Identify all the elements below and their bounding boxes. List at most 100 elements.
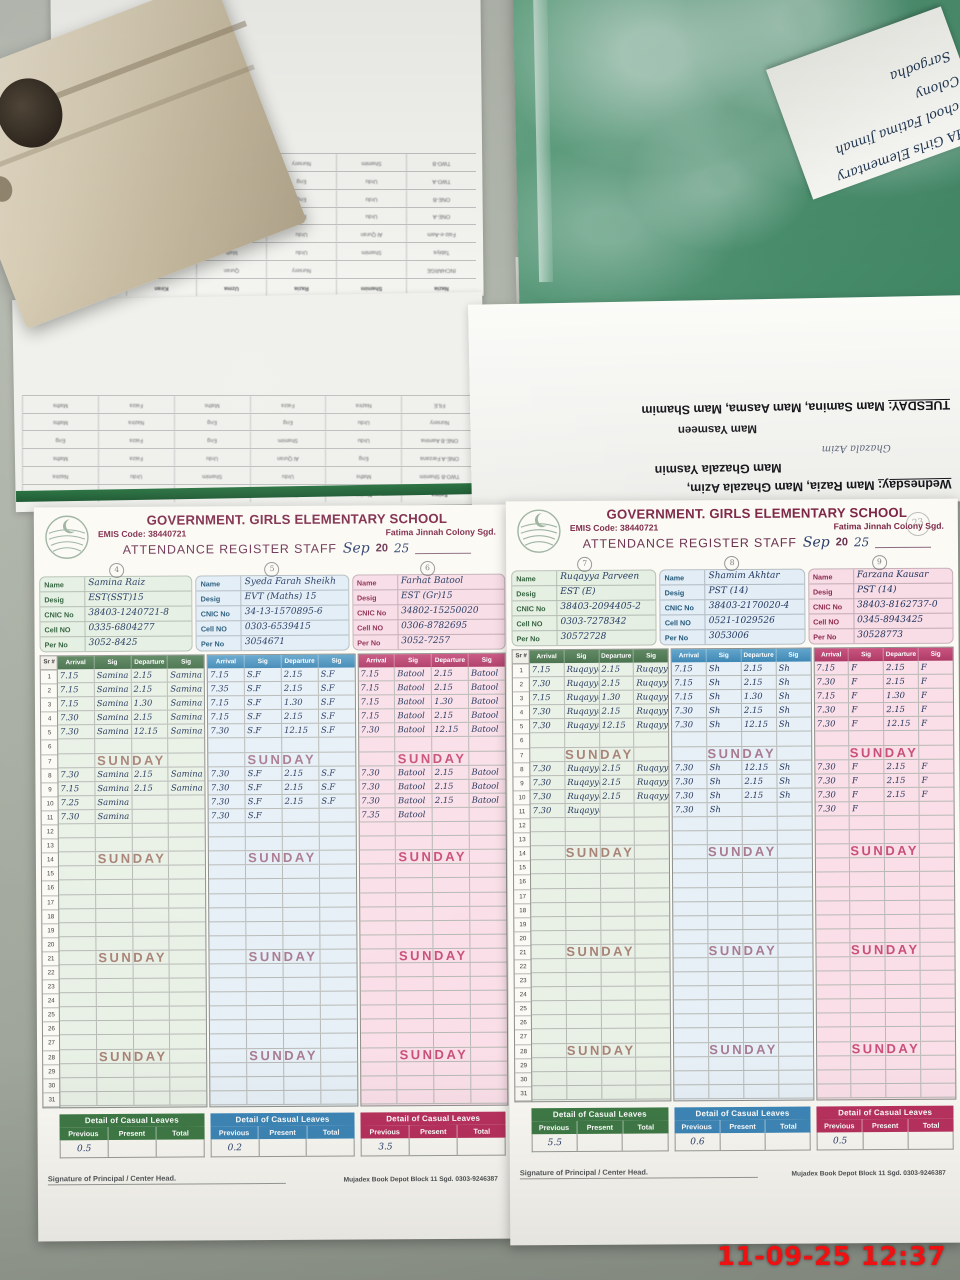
attendance-cell-arrival[interactable] <box>60 1077 98 1092</box>
attendance-row[interactable]: 7.15 Samina 2.15 Samina <box>57 682 205 698</box>
attendance-cell-sig[interactable]: Sh <box>779 775 791 786</box>
value-total[interactable] <box>623 1133 667 1150</box>
attendance-cell-departure[interactable] <box>600 831 636 846</box>
attendance-row[interactable] <box>531 986 671 1002</box>
attendance-cell-arrival[interactable] <box>59 880 96 894</box>
attendance-cell-departure[interactable] <box>433 920 471 934</box>
attendance-row[interactable]: 7.15 Samina 2.15 Samina <box>57 668 205 684</box>
attendance-row[interactable] <box>816 956 955 972</box>
attendance-row[interactable]: SUNDAY <box>58 752 205 768</box>
attendance-cell-sig[interactable] <box>919 731 953 744</box>
attendance-cell-sig[interactable] <box>396 864 434 878</box>
attendance-row[interactable]: 7.15 Sh 1.30 Sh <box>672 689 811 705</box>
attendance-cell-arrival[interactable] <box>530 818 566 832</box>
attendance-cell-departure[interactable] <box>885 970 921 985</box>
attendance-cell-arrival[interactable] <box>814 731 850 746</box>
attendance-row[interactable]: SUNDAY <box>530 845 670 861</box>
attendance-cell-sig[interactable] <box>778 873 812 886</box>
attendance-cell-sig[interactable] <box>169 838 205 851</box>
attendance-cell-arrival[interactable] <box>59 965 97 979</box>
attendance-row[interactable]: SUNDAY <box>59 950 206 966</box>
attendance-cell-departure[interactable] <box>283 1005 321 1020</box>
attendance-cell-arrival[interactable] <box>359 878 397 892</box>
attendance-cell-departure[interactable] <box>601 958 637 972</box>
attendance-cell-sig[interactable]: Batool <box>395 667 433 681</box>
staff-card[interactable]: Name Syeda Farah Sheikh Desig EVT (Maths… <box>195 574 350 652</box>
attendance-row[interactable] <box>58 823 206 839</box>
attendance-cell-sig[interactable]: Samina <box>170 697 203 708</box>
attendance-cell-sig[interactable] <box>566 930 602 944</box>
field-value-cell[interactable]: 0345-8943425 <box>857 614 924 626</box>
attendance-row[interactable]: 7.30 Samina 2.15 Samina <box>58 710 205 726</box>
attendance-block-green[interactable]: Arrival Sig Departure Sig 7.15 Samina 2.15… <box>56 654 208 1109</box>
attendance-cell-sig[interactable] <box>247 1090 285 1105</box>
attendance-cell-sig[interactable] <box>320 893 356 906</box>
attendance-cell-departure[interactable] <box>743 901 779 915</box>
field-value-perno[interactable]: 3052-7257 <box>401 635 451 647</box>
attendance-cell-departure[interactable]: 2.15 <box>281 667 319 682</box>
attendance-cell-arrival[interactable] <box>673 929 709 944</box>
attendance-cell-arrival[interactable] <box>531 916 567 931</box>
attendance-cell-departure[interactable]: 2.15 <box>432 779 470 793</box>
attendance-cell-sig[interactable] <box>470 906 506 919</box>
attendance-cell-arrival[interactable]: 7.30 <box>208 795 246 809</box>
attendance-cell-sig[interactable] <box>170 894 206 907</box>
attendance-cell-sig[interactable]: S.F <box>245 724 283 738</box>
attendance-cell-sig[interactable] <box>321 1062 357 1075</box>
attendance-cell-arrival[interactable]: 7.30 <box>815 788 851 802</box>
attendance-row[interactable]: 7.15 Ruqayya 2.15 Ruqayya <box>529 662 669 678</box>
attendance-cell-sig[interactable]: Batool <box>471 780 499 791</box>
attendance-cell-sig[interactable]: S.F <box>320 668 335 679</box>
attendance-cell-sig[interactable]: Batool <box>471 766 499 777</box>
attendance-cell-arrival[interactable] <box>816 1013 852 1027</box>
field-value-name[interactable]: Syeda Farah Sheikh <box>244 576 336 588</box>
value-previous[interactable]: 0.5 <box>60 1139 109 1158</box>
attendance-row[interactable] <box>815 914 955 930</box>
attendance-row[interactable]: 7.30 F 2.15 F <box>814 674 953 690</box>
attendance-row[interactable] <box>530 859 670 875</box>
attendance-row[interactable]: 7.30 S.F 2.15 S.F <box>208 766 356 782</box>
attendance-cell-departure[interactable]: 2.15 <box>884 759 920 773</box>
attendance-cell-sig[interactable] <box>247 1076 285 1090</box>
attendance-cell-sig[interactable] <box>566 1057 602 1071</box>
attendance-cell-sig[interactable] <box>708 859 743 873</box>
attendance-cell-sig[interactable]: Sh <box>779 761 791 772</box>
attendance-cell-sig[interactable] <box>636 972 670 985</box>
attendance-cell-departure[interactable] <box>885 900 921 914</box>
attendance-cell-departure[interactable] <box>601 1014 637 1029</box>
attendance-row[interactable] <box>59 893 206 909</box>
attendance-cell-sig[interactable] <box>635 860 669 873</box>
attendance-cell-sig[interactable] <box>920 900 954 913</box>
attendance-block-blue[interactable]: Arrival Sig Departure Sig 7.15 Sh 2.15 Sh 7.… <box>670 647 815 1102</box>
attendance-cell-sig[interactable] <box>707 732 743 746</box>
attendance-cell-arrival[interactable] <box>209 823 246 837</box>
attendance-cell-departure[interactable]: 12.15 <box>884 717 920 731</box>
attendance-cell-sig[interactable]: Ruqayya <box>636 663 669 674</box>
attendance-cell-sig[interactable]: Ruqayya <box>636 790 669 801</box>
attendance-row[interactable] <box>60 1063 207 1079</box>
attendance-row[interactable]: 7.30 F 2.15 F <box>815 773 954 789</box>
attendance-cell-sig[interactable]: Batool <box>396 793 433 808</box>
attendance-cell-sig[interactable] <box>396 920 434 935</box>
field-value-cell[interactable]: 0306-8782695 <box>401 620 468 632</box>
attendance-cell-sig[interactable]: S.F <box>244 682 282 696</box>
attendance-cell-sig[interactable] <box>96 978 134 993</box>
attendance-cell-sig[interactable] <box>707 831 743 845</box>
attendance-cell-sig[interactable] <box>319 738 355 751</box>
attendance-cell-sig[interactable] <box>470 920 506 933</box>
value-total[interactable] <box>307 1138 354 1155</box>
attendance-cell-departure[interactable] <box>742 802 778 816</box>
attendance-cell-departure[interactable]: 2.15 <box>884 674 920 689</box>
attendance-cell-departure[interactable] <box>885 956 921 971</box>
attendance-cell-departure[interactable]: 1.30 <box>741 689 777 704</box>
attendance-row[interactable] <box>210 1062 357 1078</box>
attendance-cell-arrival[interactable] <box>360 1075 398 1090</box>
attendance-cell-arrival[interactable]: 7.15 <box>672 676 708 690</box>
attendance-cell-sig[interactable]: F <box>850 802 885 816</box>
attendance-cell-sig[interactable] <box>469 737 505 750</box>
field-value-cnic[interactable]: 38403-2094405-2 <box>560 601 641 613</box>
attendance-cell-sig[interactable]: F <box>920 661 927 672</box>
attendance-cell-sig[interactable]: F <box>921 718 928 729</box>
attendance-row[interactable] <box>815 900 955 916</box>
attendance-cell-sig[interactable] <box>564 733 600 747</box>
